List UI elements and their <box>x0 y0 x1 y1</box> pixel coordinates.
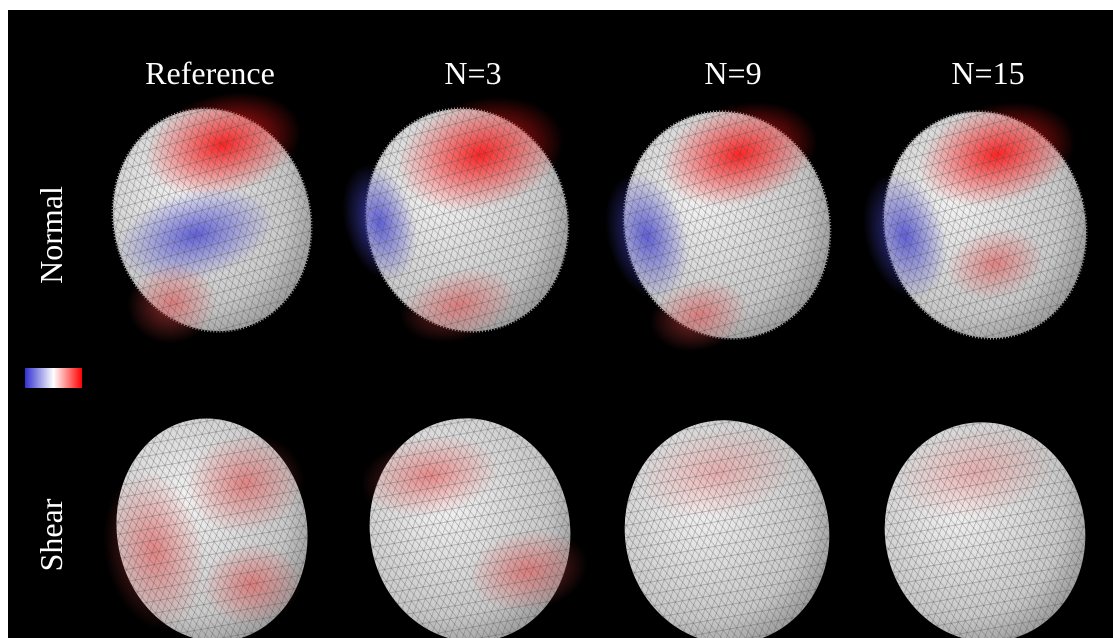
column-label: N=15 <box>951 55 1024 91</box>
figure: Reference N=3 N=9 N=15 Normal Shear <box>0 0 1113 638</box>
row-label: Normal <box>33 186 69 284</box>
column-label: N=9 <box>704 55 761 91</box>
column-label: N=3 <box>444 55 501 91</box>
column-label: Reference <box>145 55 275 91</box>
color-bar <box>25 368 82 388</box>
row-label: Shear <box>33 498 69 571</box>
page: Reference N=3 N=9 N=15 Normal Shear <box>0 0 1113 638</box>
